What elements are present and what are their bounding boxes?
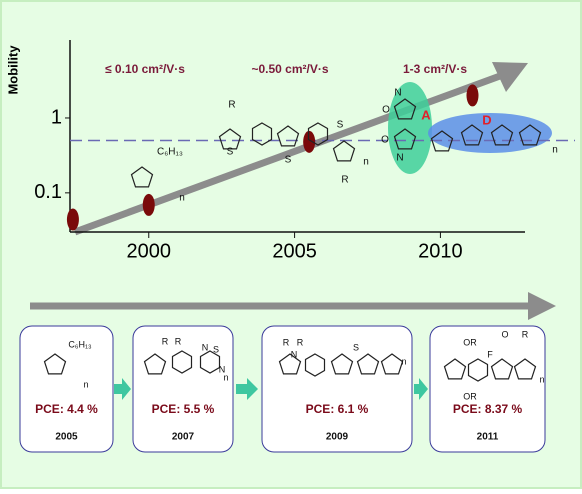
ring: [171, 350, 193, 374]
ring: [307, 122, 329, 146]
pce-value: PCE: 8.37 %: [453, 402, 523, 416]
ring: [490, 358, 514, 380]
year-label: 2007: [172, 432, 195, 443]
ring: [330, 353, 354, 375]
x-tick-label: 2010: [418, 240, 463, 262]
step-arrow: [414, 378, 428, 400]
structure-label: N: [291, 349, 298, 359]
data-point: [466, 84, 479, 107]
x-tick-label: 2005: [272, 240, 317, 262]
pce-value: PCE: 4.4 %: [35, 402, 98, 416]
annotation: 1-3 cm²/V·s: [403, 62, 467, 76]
ring: [460, 124, 484, 146]
structure-label: R: [283, 337, 290, 347]
y-tick-label: 1: [51, 106, 62, 128]
structure-label: OR: [463, 391, 477, 401]
structure-label: O: [501, 329, 508, 339]
box: [261, 325, 413, 453]
data-point: [303, 130, 316, 153]
ring: [356, 353, 380, 375]
structure-label: S: [213, 344, 219, 354]
pce-value: PCE: 6.1 %: [306, 402, 369, 416]
structure-label: O: [381, 135, 389, 146]
box: [19, 325, 114, 453]
ring: [218, 128, 242, 150]
ring: [304, 353, 326, 377]
acceptor-highlight: [388, 82, 432, 174]
structure-label: n: [539, 374, 544, 384]
structure-label: S: [337, 120, 344, 131]
y-tick-label: 0.1: [34, 181, 62, 203]
ring: [393, 128, 417, 150]
box: [132, 325, 234, 453]
structure-label: n: [401, 356, 406, 366]
ring: [278, 353, 302, 375]
structure-label: A: [421, 107, 431, 122]
box: [429, 325, 546, 453]
annotation: ≤ 0.10 cm²/V·s: [105, 62, 185, 76]
step-arrow: [236, 378, 258, 400]
structure-label: N: [219, 364, 226, 374]
x-tick-label: 2000: [127, 240, 172, 262]
ring: [490, 124, 514, 146]
structure-label: n: [223, 372, 228, 382]
structure-label: N: [394, 88, 401, 99]
ring: [443, 358, 467, 380]
structure-label: R: [522, 329, 529, 339]
structure-label: C₆H₁₃: [68, 339, 92, 349]
pce-boxes: [19, 325, 546, 453]
donor-highlight: [428, 113, 552, 153]
structure-label: R: [341, 175, 348, 186]
structure-label: n: [363, 157, 369, 168]
ring: [130, 166, 154, 188]
structure-label: N: [202, 342, 209, 352]
ring: [518, 124, 542, 146]
structure-label: N: [396, 153, 403, 164]
structure-label: C₆H₁₃: [157, 147, 183, 158]
y-axis-label: Mobility: [5, 45, 20, 95]
structure-label: R: [162, 336, 169, 346]
ring: [276, 125, 300, 147]
trend-arrow-head: [492, 62, 528, 92]
structure-label: F: [487, 349, 493, 359]
year-label: 2005: [55, 432, 78, 443]
ring: [513, 358, 537, 380]
timeline-arrow-head: [528, 292, 556, 320]
structure-label: S: [227, 147, 234, 158]
structure-label: R: [175, 336, 182, 346]
ring: [199, 350, 221, 374]
structure-label: OR: [463, 337, 477, 347]
ring: [251, 122, 273, 146]
year-label: 2011: [477, 432, 499, 443]
ring: [332, 140, 356, 162]
ring: [467, 358, 489, 382]
ring: [393, 98, 417, 120]
ring: [380, 353, 404, 375]
structure-label: D: [482, 112, 491, 127]
structure-label: n: [83, 379, 88, 389]
structure-label: S: [285, 155, 292, 166]
annotation: ~0.50 cm²/V·s: [251, 62, 328, 76]
data-point: [142, 193, 155, 216]
structure-label: n: [179, 193, 185, 204]
data-point: [66, 208, 79, 231]
ring: [43, 353, 67, 375]
structure-label: O: [382, 105, 390, 116]
structure-label: S: [353, 342, 359, 352]
year-label: 2009: [326, 432, 349, 443]
step-arrow: [114, 378, 131, 400]
structure-label: R: [228, 100, 235, 111]
ring: [430, 130, 454, 152]
ring: [143, 353, 167, 375]
structure-label: n: [552, 145, 558, 156]
pce-value: PCE: 5.5 %: [152, 402, 215, 416]
structure-label: R: [297, 337, 304, 347]
